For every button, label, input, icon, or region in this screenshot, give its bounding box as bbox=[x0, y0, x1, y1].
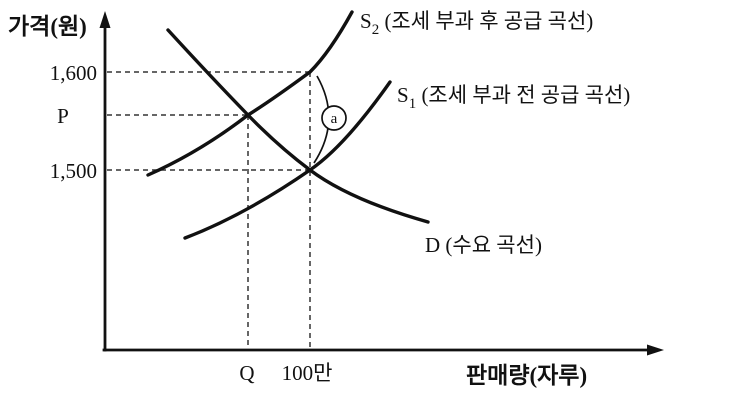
quantity-axis-title: 판매량(자루) bbox=[466, 363, 587, 388]
s1-description: (조세 부과 전 공급 곡선) bbox=[416, 83, 630, 107]
y-tick-1500: 1,500 bbox=[50, 159, 97, 183]
s2-curve-label: S2 (조세 부과 후 공급 곡선) bbox=[360, 9, 593, 38]
s1-subscript: 1 bbox=[409, 96, 417, 112]
x-tick-q: Q bbox=[239, 361, 254, 385]
s2-supply-after-tax-curve bbox=[146, 10, 354, 177]
tax-annotation-circle bbox=[321, 105, 347, 131]
y-tick-p: P bbox=[57, 104, 69, 128]
d-curve-label: D (수요 곡선) bbox=[425, 233, 542, 257]
y-axis-arrow-icon bbox=[99, 11, 111, 28]
x-tick-100man: 100만 bbox=[282, 361, 333, 385]
s1-supply-before-tax-curve bbox=[183, 80, 392, 240]
s2-description: (조세 부과 후 공급 곡선) bbox=[379, 9, 593, 33]
s1-symbol: S bbox=[397, 83, 409, 107]
s2-subscript: 2 bbox=[372, 22, 380, 38]
s2-symbol: S bbox=[360, 9, 372, 33]
y-tick-1600: 1,600 bbox=[50, 61, 97, 85]
d-demand-curve bbox=[166, 28, 430, 224]
x-axis-arrow-icon bbox=[647, 344, 664, 356]
price-axis-title: 가격(원) bbox=[8, 14, 87, 39]
s1-curve-label: S1 (조세 부과 전 공급 곡선) bbox=[397, 83, 630, 112]
tax-annotation-label: a bbox=[331, 111, 338, 127]
